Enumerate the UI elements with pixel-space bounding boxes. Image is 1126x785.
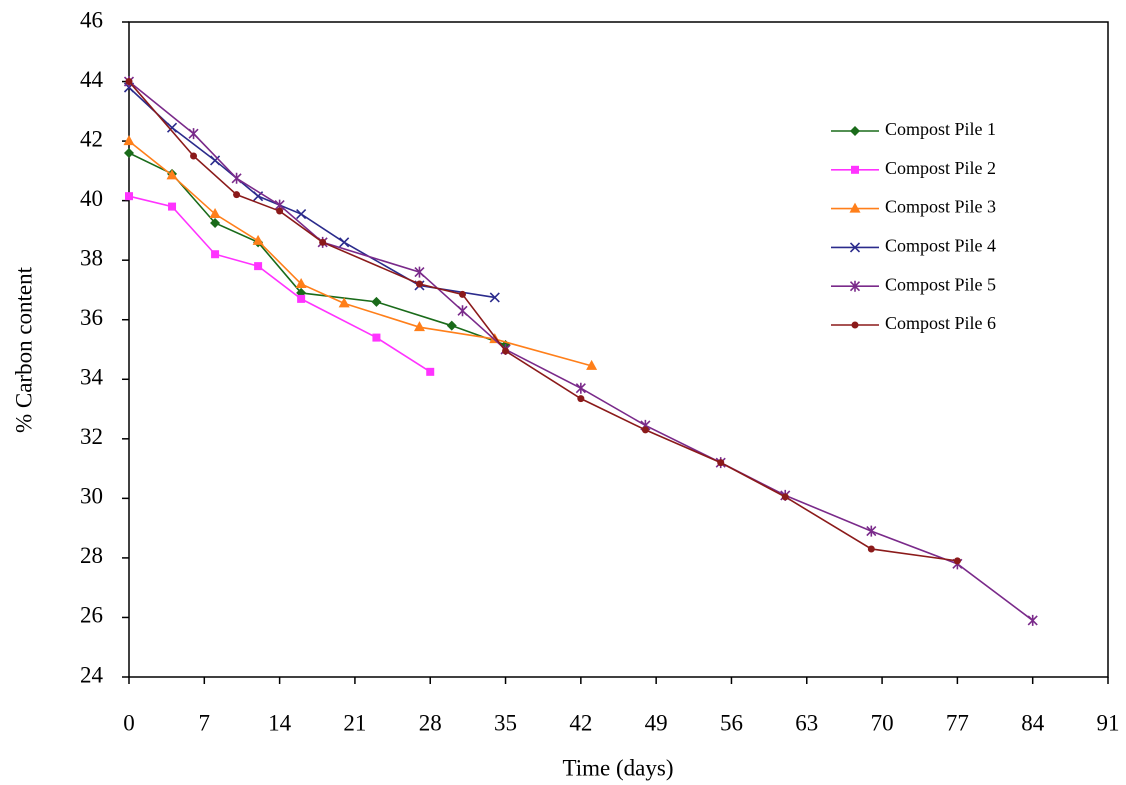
marker [231,172,242,184]
x-tick-label: 35 [494,710,517,735]
marker [457,305,468,317]
y-tick-label: 44 [80,67,104,92]
y-tick-label: 36 [80,305,103,330]
marker [166,122,178,133]
x-tick-label: 49 [645,710,668,735]
legend-item: Compost Pile 1 [831,119,996,139]
x-axis-title: Time (days) [563,755,674,780]
marker [210,217,221,228]
marker [414,266,425,278]
marker [867,545,875,553]
marker [297,294,306,303]
marker [850,126,860,136]
marker [276,207,284,215]
marker [125,78,133,86]
x-tick-label: 77 [946,710,969,735]
marker [188,128,199,140]
marker [781,493,789,501]
x-tick-label: 21 [343,710,366,735]
marker [295,278,307,288]
legend-label: Compost Pile 6 [885,313,996,333]
x-tick-label: 0 [123,710,135,735]
marker [502,347,510,355]
marker [426,367,435,376]
legend-label: Compost Pile 3 [885,197,996,217]
legend-item: Compost Pile 6 [831,313,996,333]
series-line [128,86,495,299]
marker [372,333,381,342]
legend-label: Compost Pile 4 [885,236,996,256]
x-tick-label: 84 [1021,710,1045,735]
marker [168,202,177,211]
marker [577,395,585,403]
marker [415,280,423,288]
y-tick-label: 38 [80,245,103,270]
x-tick-label: 42 [569,710,592,735]
marker [371,296,382,307]
marker [413,321,425,332]
marker [641,426,649,434]
y-tick-label: 40 [80,186,103,211]
marker [586,359,598,370]
marker [254,262,263,271]
marker [1027,614,1038,626]
legend-item: Compost Pile 4 [831,236,996,256]
marker [124,148,134,158]
marker [459,290,467,298]
legend-label: Compost Pile 5 [885,274,996,294]
marker [339,237,350,248]
legend-label: Compost Pile 2 [885,158,996,178]
marker [717,459,725,467]
marker [851,321,859,329]
y-tick-label: 30 [80,484,103,509]
marker [209,208,221,219]
y-tick-label: 42 [80,126,103,151]
y-axis-title: % Carbon content [11,266,36,433]
marker [338,297,350,308]
x-tick-label: 70 [871,710,894,735]
legend-label: Compost Pile 1 [885,119,996,139]
marker [489,292,500,303]
x-tick-label: 28 [419,710,442,735]
marker [123,135,135,146]
marker [446,320,457,331]
marker [953,557,961,565]
legend-item: Compost Pile 5 [831,274,996,294]
marker [296,208,307,220]
y-tick-label: 28 [80,543,103,568]
series-line [128,81,958,562]
marker [125,192,133,201]
legend-item: Compost Pile 2 [831,158,996,178]
marker [252,234,264,245]
plot-frame [128,21,1109,678]
marker [866,525,877,537]
x-tick-label: 14 [268,710,292,735]
x-tick-label: 7 [199,710,211,735]
marker [233,191,241,199]
y-tick-label: 34 [80,365,104,390]
marker [849,280,861,292]
marker [166,169,178,180]
x-tick-label: 63 [795,710,818,735]
y-tick-label: 24 [80,662,104,687]
x-tick-label: 56 [720,710,743,735]
marker [575,382,586,394]
marker [210,155,221,166]
marker [319,238,327,246]
marker [190,152,198,160]
legend-item: Compost Pile 3 [831,197,996,217]
series-line [128,152,506,346]
marker [849,202,861,213]
y-tick-label: 26 [80,603,103,628]
y-tick-label: 32 [80,424,103,449]
y-tick-label: 46 [80,7,103,32]
marker [851,165,859,174]
x-tick-label: 91 [1097,710,1120,735]
series-line [128,195,431,373]
marker [849,242,861,253]
marker [211,250,220,259]
